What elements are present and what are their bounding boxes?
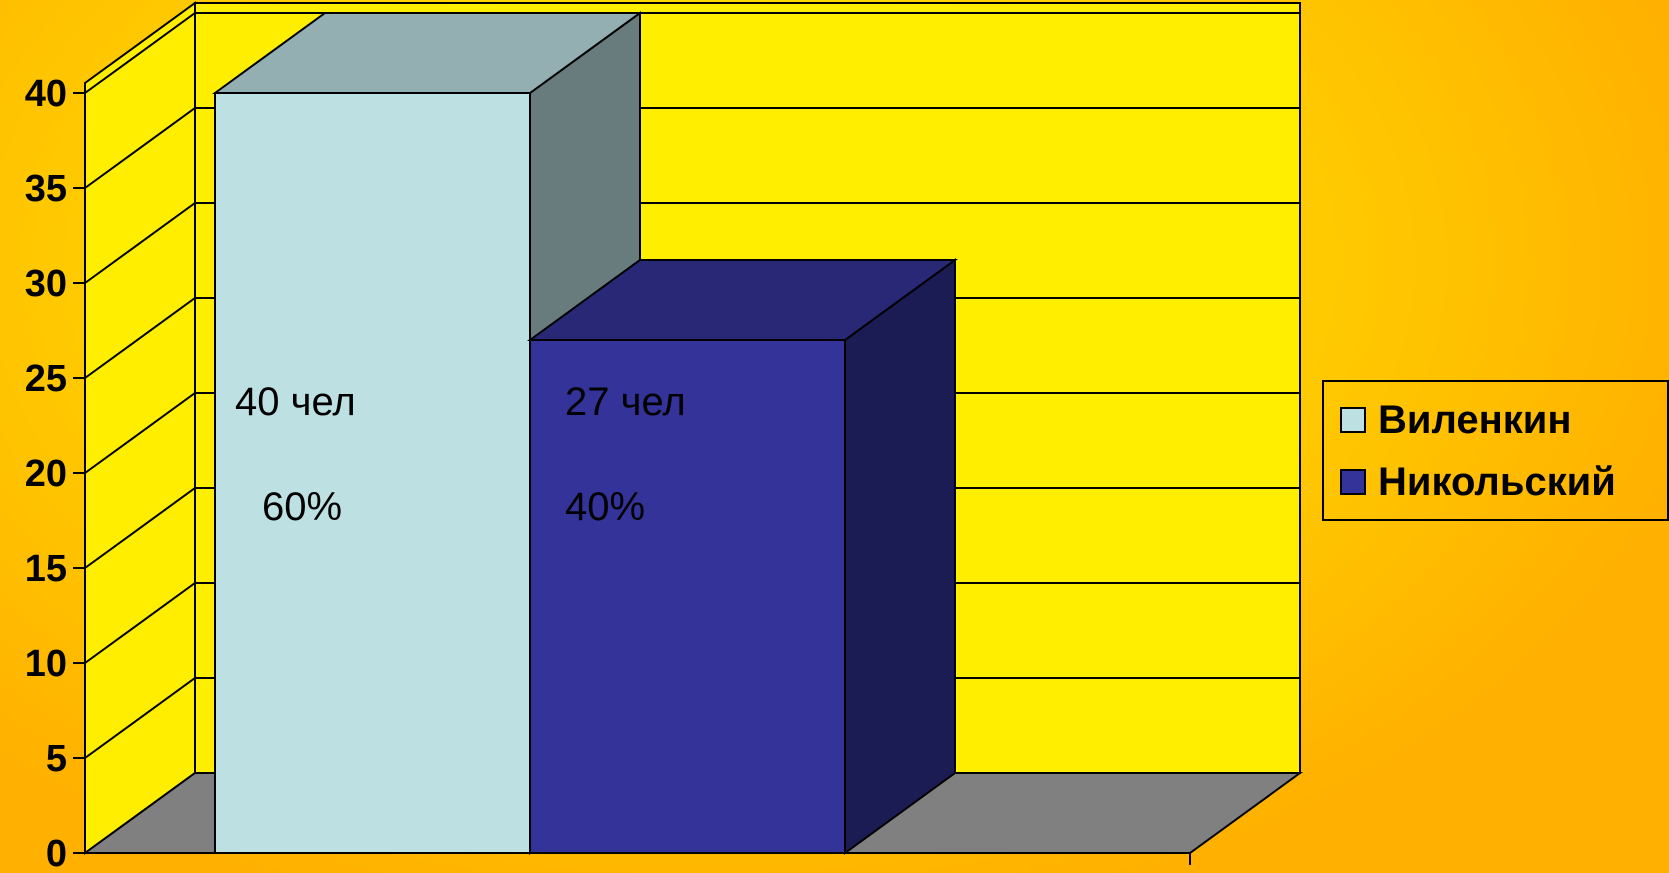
bar-data-label: 40% bbox=[565, 485, 645, 529]
gridline bbox=[84, 107, 1300, 189]
y-tick-label: 5 bbox=[46, 738, 67, 780]
legend: Виленкин Никольский bbox=[1322, 380, 1669, 521]
legend-swatch bbox=[1340, 469, 1366, 495]
legend-swatch bbox=[1340, 407, 1366, 433]
y-tick-label: 25 bbox=[25, 358, 67, 400]
legend-label: Виленкин bbox=[1378, 397, 1572, 442]
y-tick-label: 30 bbox=[25, 263, 67, 305]
bar-data-label: 27 чел bbox=[565, 380, 686, 424]
bars bbox=[211, 11, 959, 855]
gridline bbox=[84, 12, 1300, 94]
y-tick-label: 10 bbox=[25, 643, 67, 685]
bar-data-label: 60% bbox=[262, 485, 342, 529]
bar-2 bbox=[529, 339, 846, 854]
y-tick-label: 35 bbox=[25, 168, 67, 210]
bar-side bbox=[844, 258, 956, 855]
legend-label: Никольский bbox=[1378, 459, 1616, 504]
side-wall bbox=[84, 1, 196, 855]
y-tick-label: 0 bbox=[46, 833, 67, 873]
y-tick-label: 15 bbox=[25, 548, 67, 590]
bar-data-label: 40 чел bbox=[235, 380, 356, 424]
gridline bbox=[84, 202, 1300, 284]
bar-data-labels: 40 чел 60% 27 чел 40% bbox=[235, 380, 686, 529]
y-tick-label: 20 bbox=[25, 453, 67, 495]
bar-1 bbox=[214, 92, 531, 854]
legend-entry: Виленкин bbox=[1340, 395, 1572, 445]
tick-labels: 0 5 10 15 20 25 30 35 40 bbox=[25, 73, 67, 873]
legend-entry: Никольский bbox=[1340, 457, 1616, 507]
value-axis bbox=[73, 88, 1191, 865]
y-tick-label: 40 bbox=[25, 73, 67, 115]
